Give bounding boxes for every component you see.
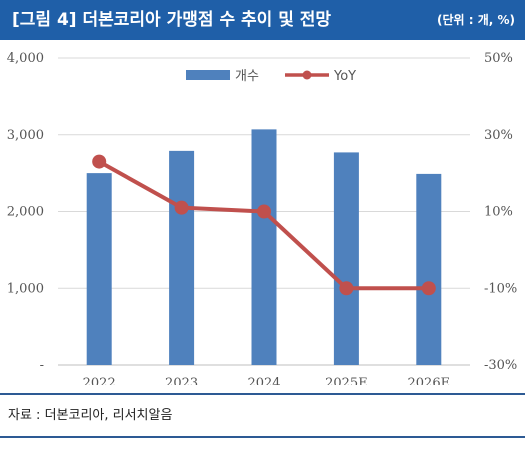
right-axis-ticks: -30% -10% 10% 30% 50% — [484, 51, 517, 373]
bar-2023 — [169, 150, 195, 365]
left-axis-ticks: - 1,000 2,000 3,000 4,000 — [7, 51, 44, 373]
footer-rule-top — [0, 393, 525, 395]
x-tick-label: 2024 — [247, 376, 280, 385]
left-tick-label: 4,000 — [7, 51, 44, 66]
legend-bar-swatch — [186, 70, 230, 80]
right-tick-label: 10% — [484, 205, 513, 220]
x-tick-label: 2025E — [325, 376, 368, 385]
bar-series — [86, 129, 442, 365]
yoy-line-series — [92, 154, 436, 296]
bar-2024 — [251, 129, 277, 365]
bar-2022 — [86, 173, 112, 365]
right-tick-label: 30% — [484, 128, 513, 143]
yoy-point-2025E — [339, 281, 354, 296]
right-tick-label: 50% — [484, 51, 513, 66]
legend-line-label: YoY — [333, 69, 356, 84]
legend: 개수 YoY — [186, 69, 356, 84]
chart-header: [그림 4] 더본코리아 가맹점 수 추이 및 전망 (단위 : 개, %) — [0, 0, 525, 40]
yoy-point-2022 — [92, 154, 107, 169]
left-tick-label: 3,000 — [7, 128, 44, 143]
bar-2025E — [333, 152, 359, 365]
bar-2026E — [416, 173, 442, 365]
legend-line-marker — [302, 70, 312, 80]
right-tick-label: -10% — [484, 281, 517, 296]
x-tick-label: 2023 — [165, 376, 198, 385]
chart-title: [그림 4] 더본코리아 가맹점 수 추이 및 전망 — [12, 10, 332, 30]
source-note: 자료 : 더본코리아, 리서치알음 — [8, 408, 173, 423]
legend-bar-label: 개수 — [235, 69, 259, 84]
x-axis-ticks: 2022 2023 2024 2025E 2026E — [83, 376, 450, 385]
yoy-point-2023 — [174, 200, 189, 215]
yoy-point-2026E — [421, 281, 436, 296]
footer-rule-bottom — [0, 436, 525, 438]
unit-label: (단위 : 개, %) — [436, 13, 515, 27]
left-tick-label: - — [40, 358, 44, 373]
yoy-point-2024 — [257, 204, 271, 219]
left-tick-label: 1,000 — [7, 281, 44, 296]
right-tick-label: -30% — [484, 358, 517, 373]
x-tick-label: 2022 — [83, 376, 116, 385]
x-tick-label: 2026E — [408, 376, 451, 385]
left-tick-label: 2,000 — [7, 205, 44, 220]
